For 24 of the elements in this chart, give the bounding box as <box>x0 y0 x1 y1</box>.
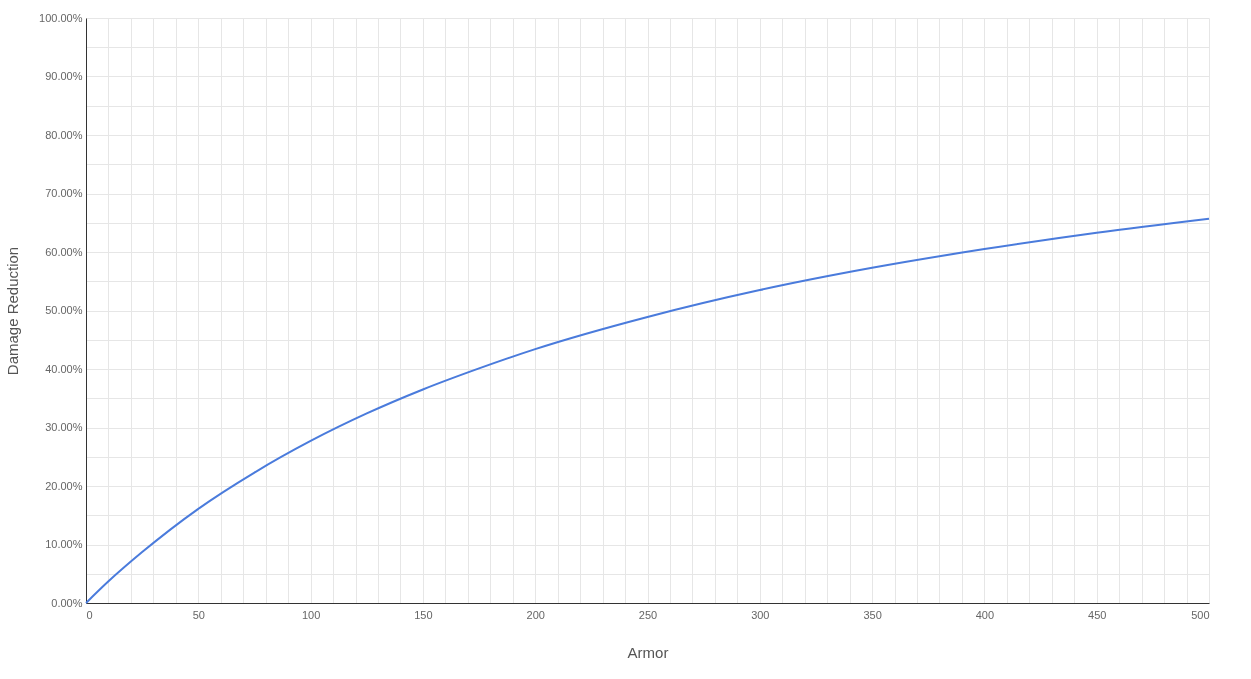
y-tick-label: 50.00% <box>45 304 83 316</box>
y-tick-label: 30.00% <box>45 421 83 433</box>
y-tick-label: 20.00% <box>45 479 83 492</box>
y-tick-label: 10.00% <box>45 538 83 550</box>
y-tick-label: 90.00% <box>45 70 83 82</box>
x-axis-title: Armor <box>627 643 669 661</box>
x-tick-label: 300 <box>751 608 770 621</box>
x-tick-label: 0 <box>86 608 93 621</box>
y-axis-title: Damage Reduction <box>4 246 22 376</box>
x-tick-label: 150 <box>414 608 433 621</box>
y-tick-label: 100.00% <box>39 11 83 24</box>
y-tick-label: 70.00% <box>45 187 83 199</box>
x-tick-label: 450 <box>1088 608 1107 621</box>
y-tick-label: 0.00% <box>51 596 83 609</box>
y-tick-label: 80.00% <box>45 128 83 141</box>
x-tick-label: 50 <box>192 608 205 621</box>
x-tick-label: 500 <box>1191 608 1210 621</box>
y-tick-label: 40.00% <box>45 362 83 375</box>
x-tick-label: 200 <box>526 608 545 621</box>
x-tick-label: 100 <box>301 608 321 621</box>
x-tick-label: 350 <box>863 608 882 621</box>
x-tick-label: 250 <box>638 608 658 621</box>
x-tick-label: 400 <box>975 608 995 621</box>
y-tick-label: 60.00% <box>45 245 83 258</box>
